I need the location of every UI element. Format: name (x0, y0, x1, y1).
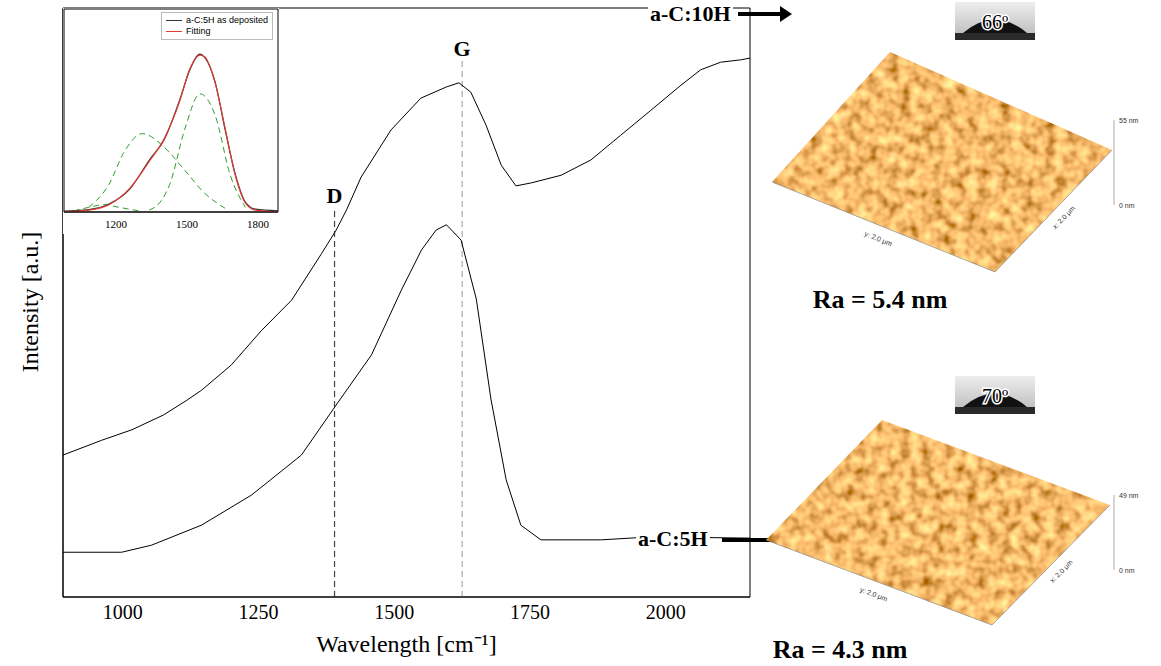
svg-text:x: 2.0 μm: x: 2.0 μm (1049, 558, 1075, 584)
svg-text:D: D (327, 183, 343, 208)
svg-text:y: 2.0 μm: y: 2.0 μm (863, 230, 893, 248)
html-text:a-C:5H: a-C:5H (638, 526, 708, 551)
svg-text:1500: 1500 (176, 218, 199, 230)
svg-text:1500: 1500 (374, 601, 414, 623)
svg-text:0 nm: 0 nm (1119, 202, 1135, 209)
svg-text:Ra = 5.4 nm: Ra = 5.4 nm (813, 285, 948, 314)
svg-text:1800: 1800 (247, 218, 270, 230)
html-text:a-C:10H: a-C:10H (650, 1, 731, 26)
svg-text:Ra = 4.3 nm: Ra = 4.3 nm (773, 635, 908, 664)
svg-text:2000: 2000 (646, 601, 686, 623)
svg-text:y: 2.0 μm: y: 2.0 μm (859, 586, 889, 604)
svg-text:70º: 70º (982, 385, 1008, 407)
svg-text:1250: 1250 (239, 601, 279, 623)
svg-text:0 nm: 0 nm (1119, 567, 1135, 574)
html-text:Fitting: Fitting (186, 26, 211, 36)
html-text:Intensity [a.u.]: Intensity [a.u.] (16, 231, 43, 373)
html-text:a-C:5H as deposited: a-C:5H as deposited (186, 15, 268, 25)
svg-text:49 nm: 49 nm (1119, 492, 1139, 499)
svg-text:1200: 1200 (105, 218, 128, 230)
svg-text:55 nm: 55 nm (1119, 117, 1139, 124)
svg-text:x: 2.0 μm: x: 2.0 μm (1051, 204, 1077, 231)
html-text:Wavelength [cm⁻¹]: Wavelength [cm⁻¹] (316, 631, 497, 657)
svg-text:1000: 1000 (103, 601, 143, 623)
svg-text:66º: 66º (982, 11, 1008, 33)
svg-text:1750: 1750 (510, 601, 550, 623)
svg-text:G: G (454, 36, 471, 61)
